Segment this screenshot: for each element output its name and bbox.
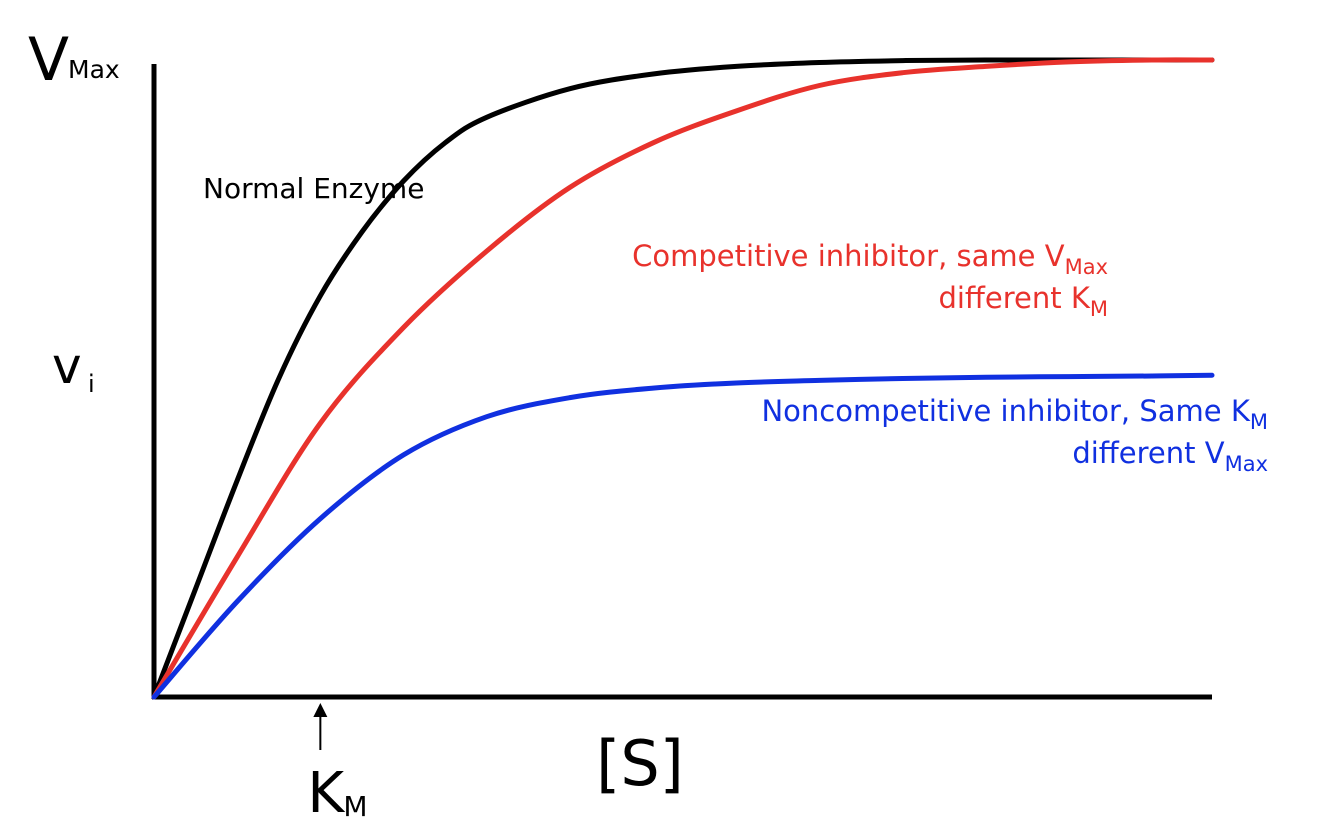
series-layer xyxy=(151,57,1215,700)
series-label-noncompetitive-inhibitor-line-1: Noncompetitive inhibitor, Same KM xyxy=(761,394,1268,434)
series-labels: Normal Enzyme Competitive inhibitor, same… xyxy=(203,172,1268,476)
x-axis-label: [S] xyxy=(596,727,684,800)
km-label-sub: M xyxy=(343,790,367,823)
series-line-noncompetitive-inhibitor xyxy=(151,372,1215,700)
vmax-label-main: V xyxy=(28,25,69,95)
km-label-main: K xyxy=(307,761,345,826)
series-line-normal-enzyme xyxy=(151,57,1215,700)
series-label-competitive-inhibitor-line-2: different KM xyxy=(938,281,1108,321)
vi-axis-label: v i xyxy=(52,337,95,398)
vi-label-main: v xyxy=(52,337,82,395)
series-line-competitive-inhibitor xyxy=(151,57,1215,700)
vmax-axis-label: V Max xyxy=(28,25,120,95)
series-label-competitive-inhibitor-line-1: Competitive inhibitor, same VMax xyxy=(632,239,1108,279)
vi-label-sub: i xyxy=(88,370,95,398)
km-arrow-head xyxy=(313,703,328,717)
series-label-noncompetitive-inhibitor-line-2: different VMax xyxy=(1072,436,1268,476)
vmax-label-sub: Max xyxy=(68,55,120,84)
km-marker: K M xyxy=(307,703,368,826)
series-label-normal-enzyme-line-1: Normal Enzyme xyxy=(203,172,424,205)
